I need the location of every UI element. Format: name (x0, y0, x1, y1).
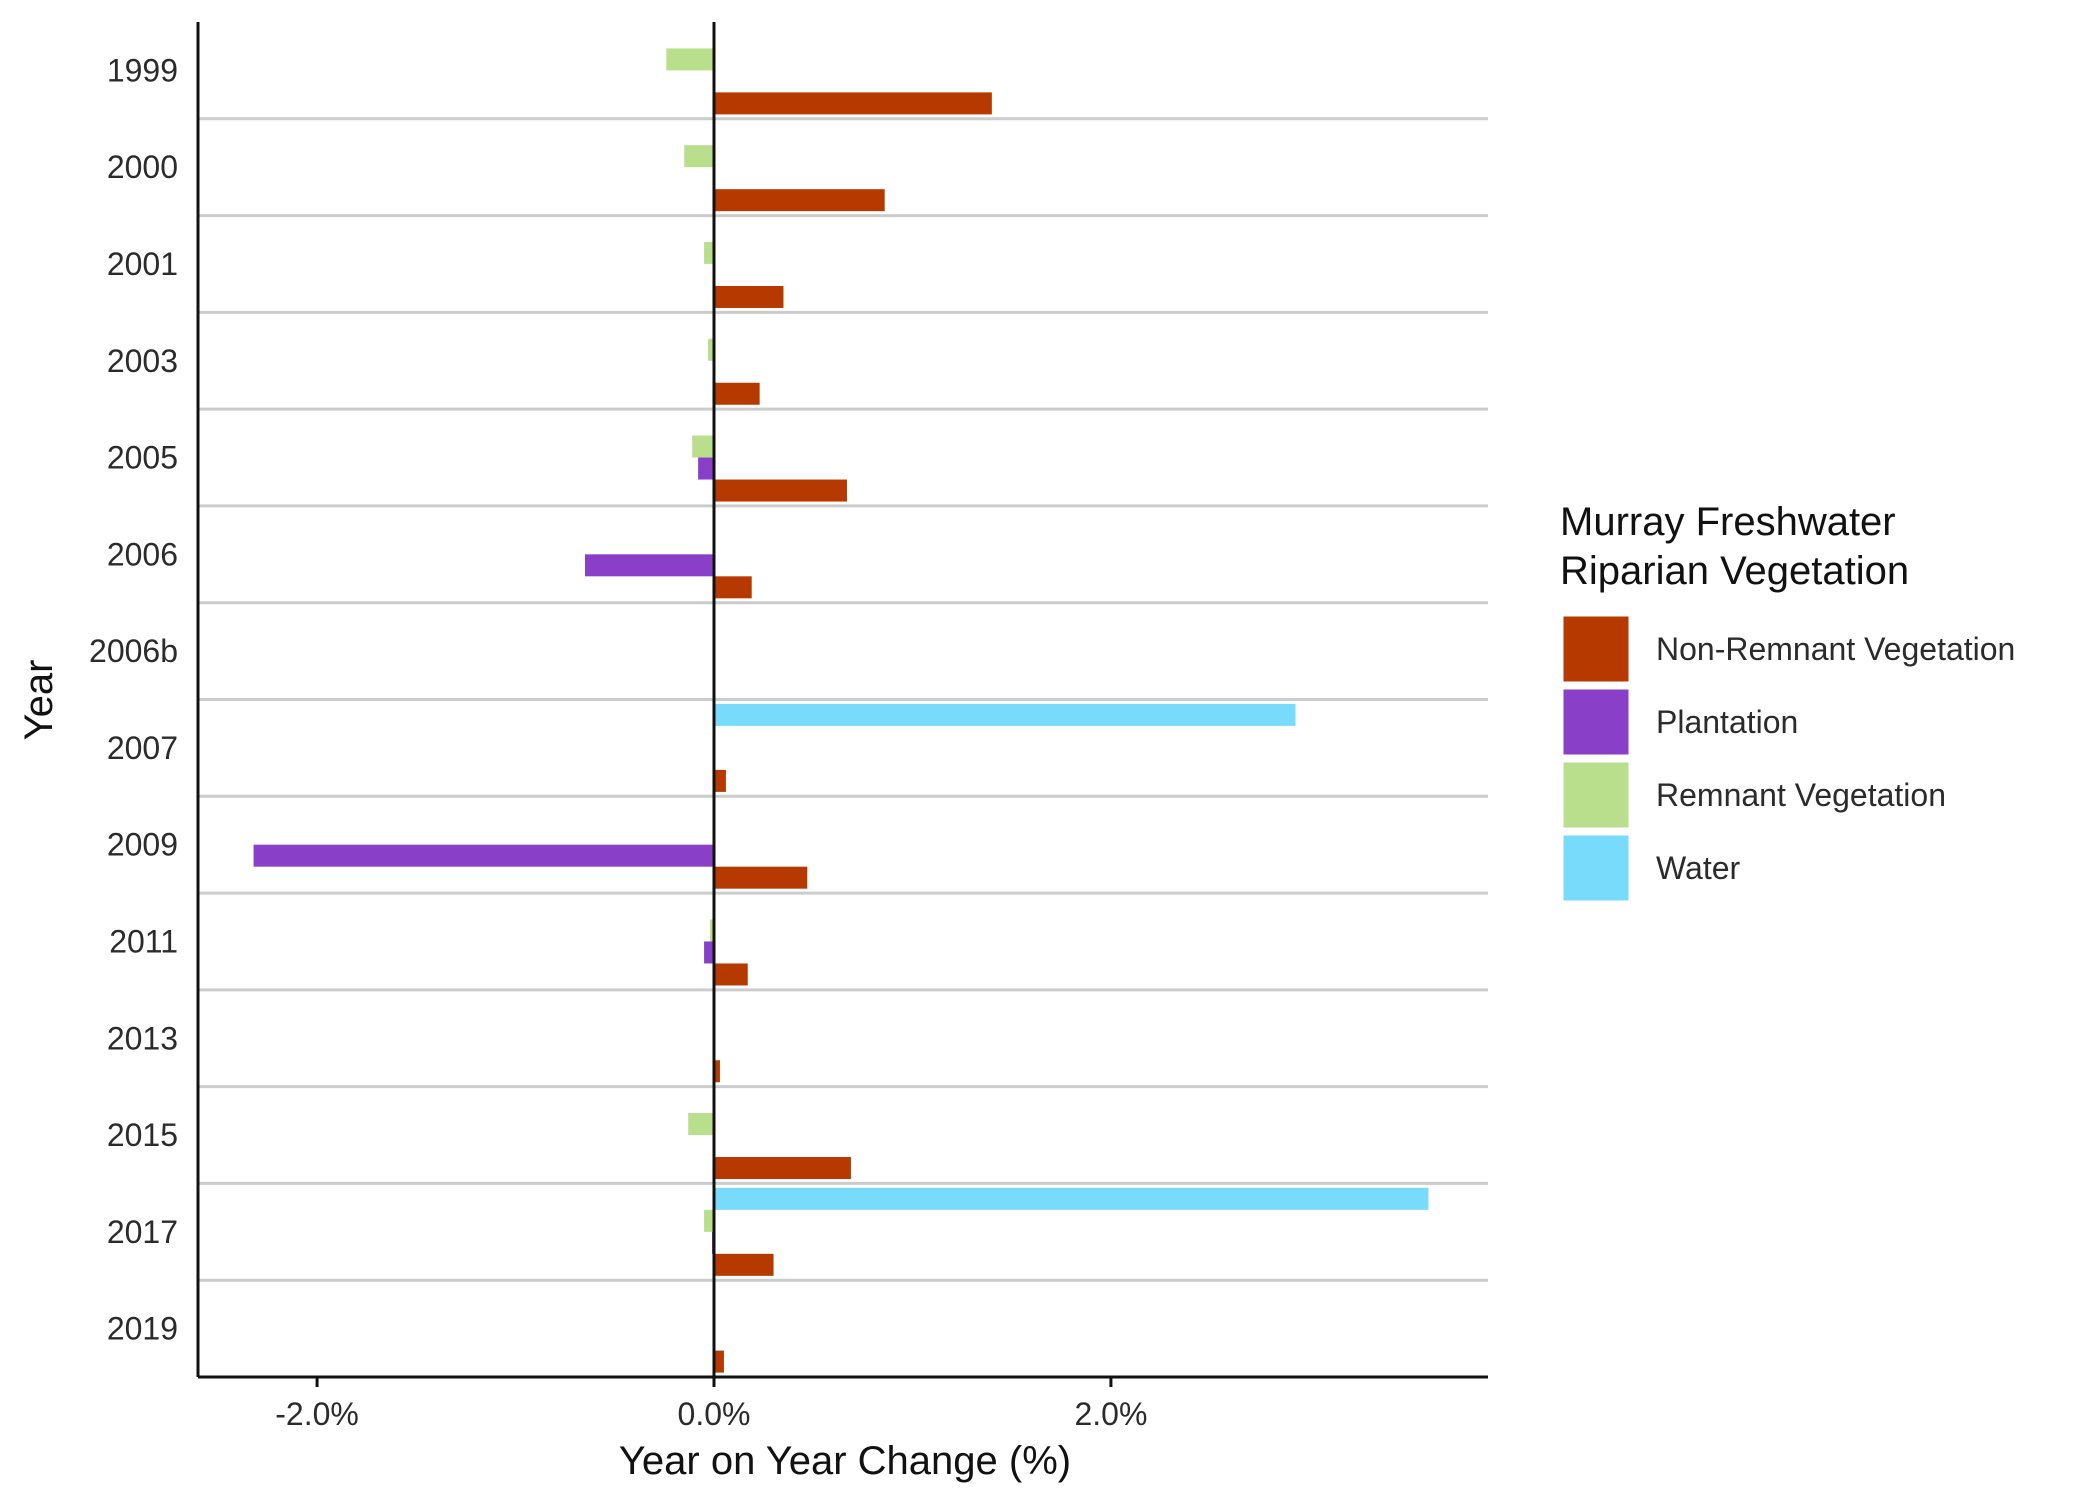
bar-non-remnant-vegetation (714, 963, 748, 986)
bar-remnant-vegetation (704, 241, 714, 264)
y-tick-label: 2009 (107, 827, 178, 863)
bar-water (714, 703, 1296, 726)
legend: Murray Freshwater Riparian Vegetation No… (1560, 500, 2015, 904)
gridlines (198, 117, 1488, 1282)
y-tick-label: 2003 (107, 343, 178, 379)
x-tick-label: 0.0% (678, 1396, 751, 1432)
y-tick-label: 1999 (107, 52, 178, 88)
x-tick-label: -2.0% (275, 1396, 359, 1432)
y-tick-label: 2007 (107, 730, 178, 766)
x-tick-label: 2.0% (1074, 1396, 1147, 1432)
bar-remnant-vegetation (684, 145, 714, 168)
bar-remnant-vegetation (666, 48, 714, 71)
legend-items: Non-Remnant Vegetation Plantation Remnant … (1560, 613, 2015, 904)
y-axis-title: Year (17, 660, 61, 741)
bar-non-remnant-vegetation (714, 576, 752, 599)
bar-non-remnant-vegetation (714, 1350, 724, 1373)
y-tick-label: 2019 (107, 1311, 178, 1347)
y-tick-label: 2017 (107, 1214, 178, 1250)
x-axis-title: Year on Year Change (%) (619, 1439, 1071, 1483)
legend-title-line-2: Riparian Vegetation (1560, 549, 1909, 593)
bar-non-remnant-vegetation (714, 866, 808, 889)
bar-plantation (253, 844, 715, 867)
bar-remnant-vegetation (688, 1113, 714, 1136)
y-tick-label: 2013 (107, 1020, 178, 1056)
y-tick-label: 2001 (107, 246, 178, 282)
legend-label: Water (1656, 850, 1741, 886)
bar-remnant-vegetation (708, 338, 714, 361)
bar-non-remnant-vegetation (714, 189, 885, 212)
y-tick-label: 2015 (107, 1117, 178, 1153)
x-ticks: -2.0% 0.0% 2.0% (275, 1377, 1147, 1432)
bars (253, 48, 1429, 1373)
bar-non-remnant-vegetation (714, 285, 784, 308)
bar-non-remnant-vegetation (714, 1253, 774, 1276)
axes (196, 22, 1488, 1379)
bar-remnant-vegetation (704, 1209, 714, 1232)
bar-plantation (585, 554, 714, 577)
y-tick-labels: 1999 2000 2001 2003 2005 2006 2006b 2007 2009 201… (89, 52, 178, 1346)
bar-plantation (698, 457, 714, 480)
y-tick-label: 2011 (109, 923, 178, 959)
bar-water (714, 1187, 1429, 1210)
legend-title-line-1: Murray Freshwater (1560, 500, 1896, 544)
legend-swatch (1560, 832, 1632, 904)
bar-non-remnant-vegetation (714, 1060, 720, 1083)
bar-remnant-vegetation (710, 919, 714, 942)
legend-label: Non-Remnant Vegetation (1656, 631, 2015, 667)
legend-label: Plantation (1656, 704, 1798, 740)
y-tick-label: 2000 (107, 149, 178, 185)
bar-non-remnant-vegetation (714, 769, 726, 792)
bar-non-remnant-vegetation (714, 1157, 851, 1180)
bar-remnant-vegetation (692, 435, 714, 458)
legend-label: Remnant Vegetation (1656, 777, 1946, 813)
bar-non-remnant-vegetation (714, 382, 760, 405)
bar-non-remnant-vegetation (714, 92, 992, 115)
bar-non-remnant-vegetation (714, 479, 847, 502)
y-tick-label: 2005 (107, 440, 178, 476)
bar-plantation (704, 941, 714, 964)
legend-swatch (1560, 686, 1632, 758)
y-tick-label: 2006 (107, 536, 178, 572)
legend-swatch (1560, 759, 1632, 831)
legend-swatch (1560, 613, 1632, 685)
y-tick-label: 2006b (89, 633, 178, 669)
